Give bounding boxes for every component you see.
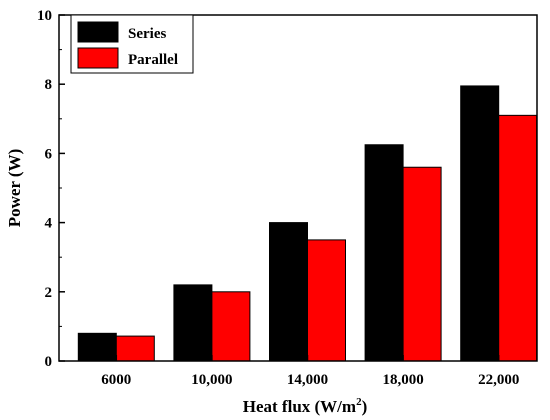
bar-parallel-14000 [307, 239, 346, 362]
y-tick-labels: 0 2 4 6 8 10 [37, 8, 53, 370]
x-axis-title: Heat flux (W/m2) [243, 396, 368, 416]
x-tick-label: 14,000 [287, 372, 328, 388]
y-axis-title: Power (W) [5, 149, 24, 228]
legend-label-parallel: Parallel [128, 52, 178, 68]
x-tick-labels: 6000 10,000 14,000 18,000 22,000 [101, 372, 519, 388]
x-axis-title-suffix: ) [362, 397, 368, 416]
y-tick-label: 4 [45, 216, 53, 232]
x-axis-title-sup: 2 [356, 396, 362, 408]
bar-series-14000 [269, 222, 308, 362]
legend-swatch-series [77, 21, 119, 43]
x-tick-label: 6000 [101, 372, 131, 388]
bar-series-18000 [364, 144, 404, 362]
y-tick-label: 10 [37, 8, 52, 24]
legend-label-series: Series [128, 26, 166, 42]
legend-swatch-parallel [77, 47, 119, 69]
axes-layer [58, 14, 538, 362]
bar-parallel-10000 [211, 291, 251, 362]
y-tick-label: 2 [45, 285, 53, 301]
y-tick-label: 0 [45, 354, 53, 370]
x-tick-label: 10,000 [191, 372, 232, 388]
bar-parallel-18000 [402, 166, 442, 362]
y-tick-label: 6 [45, 146, 53, 162]
bars-layer [77, 85, 538, 362]
x-tick-label: 22,000 [478, 372, 519, 388]
bar-series-6000 [77, 332, 117, 362]
bar-series-10000 [173, 284, 213, 362]
x-axis-title-main: Heat flux (W/m [243, 397, 356, 416]
bar-parallel-6000 [115, 335, 155, 362]
bar-series-22000 [460, 85, 500, 362]
x-tick-label: 18,000 [382, 372, 423, 388]
legend: Series Parallel [70, 14, 194, 74]
bar-parallel-22000 [498, 114, 538, 362]
y-tick-label: 8 [45, 77, 53, 93]
